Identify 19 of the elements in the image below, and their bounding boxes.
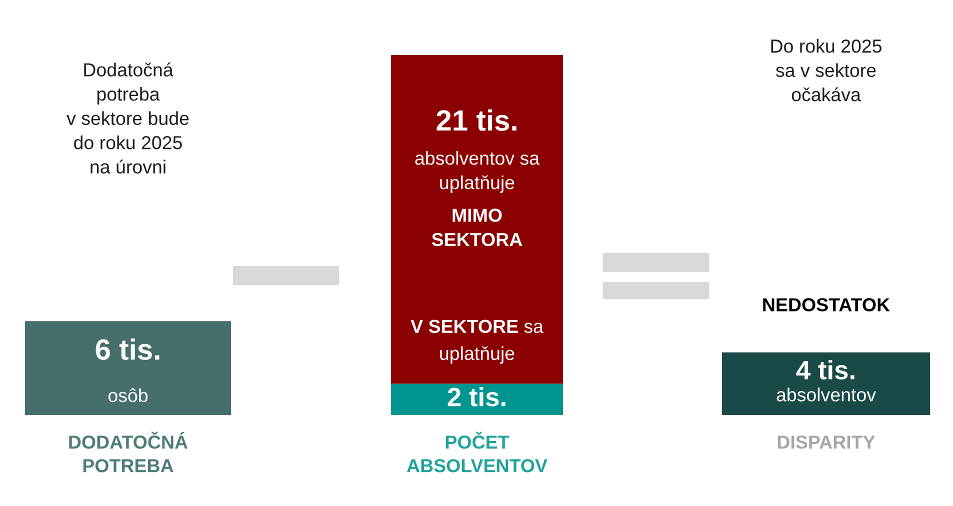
annotation: NEDOSTATOK: [763, 298, 890, 312]
bar: [391, 55, 563, 384]
data-label: 4 tis.: [796, 360, 854, 380]
data-label: 2 tis.: [448, 387, 506, 406]
annotation: absolventov: [776, 388, 876, 402]
x-tick-label: POČET ABSOLVENTOV: [406, 432, 548, 472]
annotation: Do roku 2025 sa v sektore očakáva: [771, 38, 882, 102]
data-label: 21 tis.: [436, 109, 516, 131]
annotation: V SEKTORE: [410, 320, 518, 334]
bar: [25, 321, 231, 415]
annotation: absolventov sa uplatňuje: [415, 151, 540, 193]
annotation: osôb: [108, 388, 148, 402]
data-label: 6 tis.: [96, 338, 160, 360]
annotation: Dodatočná potreba v sektore bude do roku 2025 na úrovni: [66, 62, 189, 174]
x-tick-label: DODATOČNÁ POTREBA: [69, 432, 188, 472]
annotation: uplatňuje: [440, 346, 514, 364]
annotation: MIMO SEKTORA: [432, 208, 522, 246]
annotation: sa: [524, 322, 544, 334]
x-tick-label: DISPARITY: [778, 435, 876, 449]
